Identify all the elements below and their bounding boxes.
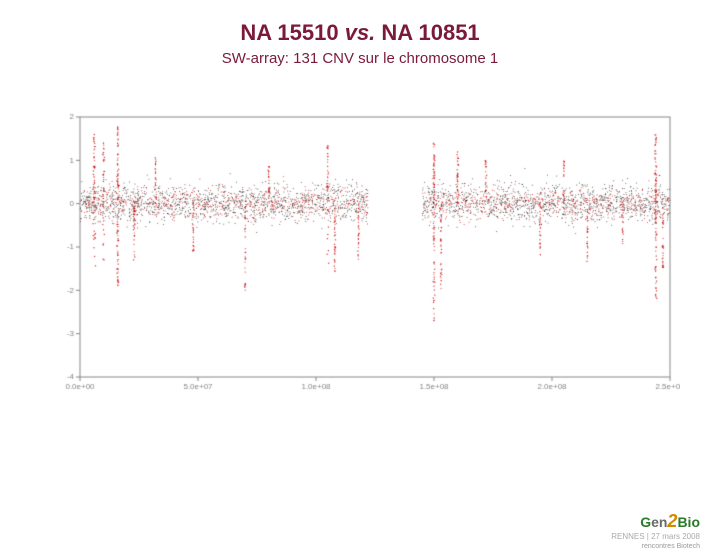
footer: Gen2Bio RENNES | 27 mars 2008 rencontres… <box>611 511 700 550</box>
chart-title: NA 15510 vs. NA 10851 <box>0 20 720 46</box>
footer-event: rencontres Biotech <box>611 543 700 550</box>
title-right: NA 10851 <box>381 20 479 45</box>
chart-subtitle: SW-array: 131 CNV sur le chromosome 1 <box>0 50 720 67</box>
cnv-scatter-chart <box>40 107 680 407</box>
gen2bio-logo: Gen2Bio <box>611 511 700 532</box>
title-vs: vs. <box>345 20 376 45</box>
title-left: NA 15510 <box>240 20 338 45</box>
